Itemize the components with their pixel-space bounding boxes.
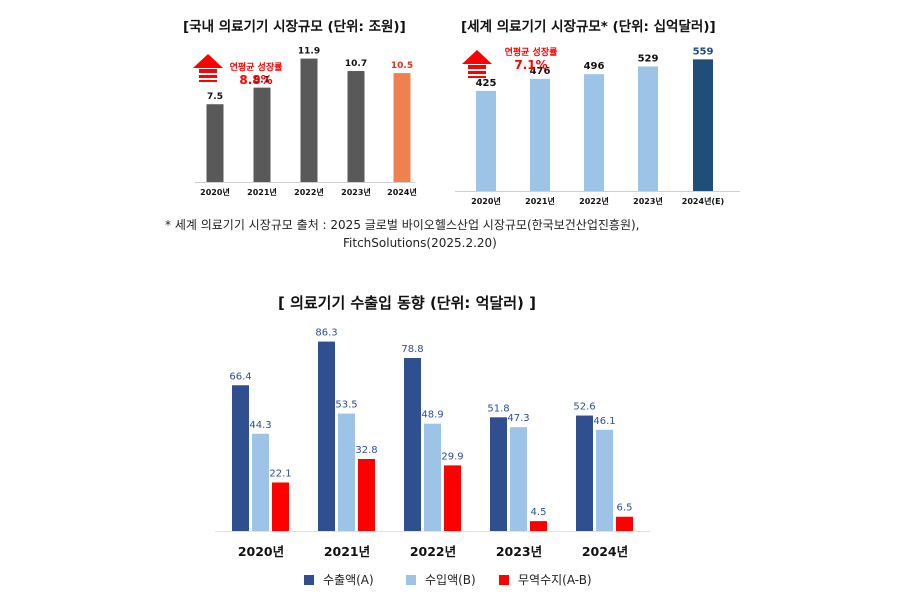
domestic-value-label: 9.1	[254, 76, 270, 86]
trade-bar-export	[404, 358, 421, 531]
trade-bar-import	[338, 413, 355, 531]
domestic-category-label: 2020년	[200, 187, 230, 197]
global-value-label: 559	[693, 46, 714, 57]
global-category-label: 2024년(E)	[682, 196, 724, 206]
domestic-category-label: 2023년	[341, 187, 371, 197]
trade-value-label: 32.8	[355, 445, 377, 456]
domestic-chart-title: [국내 의료기기 시장규모 (단위: 조원)]	[183, 19, 406, 35]
domestic-arrow-up-icon	[193, 54, 223, 68]
trade-value-label: 52.6	[573, 402, 595, 413]
global-value-label: 496	[584, 61, 605, 72]
trade-value-label: 46.1	[593, 416, 615, 427]
domestic-bar	[300, 58, 318, 183]
global-value-label: 476	[530, 66, 551, 77]
legend-item-balance: 무역수지(A-B)	[499, 571, 592, 588]
trade-value-label: 6.5	[617, 503, 633, 514]
trade-bar-import	[252, 433, 269, 531]
source-note-line2: FitchSolutions(2025.2.20)	[343, 236, 497, 250]
trade-category-label: 2021년	[324, 544, 370, 559]
domestic-bar	[347, 71, 365, 182]
domestic-category-label: 2024년	[387, 187, 417, 197]
trade-value-label: 47.3	[507, 413, 529, 424]
legend-label-import: 수입액(B)	[425, 573, 476, 587]
legend-swatch-export	[304, 574, 314, 585]
domestic-category-label: 2021년	[247, 187, 277, 197]
domestic-category-label: 2022년	[294, 187, 324, 197]
global-bar	[638, 66, 658, 191]
domestic-value-label: 7.5	[207, 92, 223, 102]
global-arrow-up-icon	[462, 50, 492, 64]
trade-bar-balance	[444, 465, 461, 531]
domestic-bar	[253, 87, 271, 182]
trade-value-label: 4.5	[531, 507, 547, 518]
trade-bar-export	[232, 385, 249, 531]
trade-bar-balance	[358, 459, 375, 531]
trade-category-label: 2023년	[496, 544, 542, 559]
global-growth-caption: 연평균 성장률	[505, 46, 558, 58]
global-category-label: 2021년	[525, 196, 555, 206]
global-bar	[530, 78, 550, 191]
trade-bar-import	[424, 423, 441, 531]
legend-item-import: 수입액(B)	[406, 571, 476, 588]
trade-chart-title: [ 의료기기 수출입 동향 (단위: 억달러) ]	[278, 294, 536, 312]
trade-bar-export	[318, 341, 335, 531]
trade-bar-export	[490, 417, 507, 531]
trade-value-label: 29.9	[441, 451, 463, 462]
domestic-arrow-stem-3	[199, 80, 217, 82]
legend-label-balance: 무역수지(A-B)	[518, 573, 592, 587]
trade-value-label: 22.1	[269, 468, 291, 479]
trade-bar-import	[510, 427, 527, 531]
trade-category-label: 2022년	[410, 544, 456, 559]
global-chart-title: [세계 의료기기 시장규모* (단위: 십억달러)]	[461, 19, 716, 35]
global-category-label: 2022년	[579, 196, 609, 206]
global-category-label: 2020년	[471, 196, 501, 206]
trade-value-label: 53.5	[335, 400, 357, 411]
trade-category-label: 2020년	[238, 544, 284, 559]
trade-bar-import	[596, 429, 613, 531]
trade-bar-balance	[616, 516, 633, 531]
domestic-value-label: 11.9	[298, 47, 320, 57]
domestic-bar	[393, 73, 411, 182]
trade-value-label: 78.8	[401, 344, 423, 355]
legend-swatch-import	[406, 574, 416, 585]
global-arrow-stem-3	[468, 76, 486, 78]
global-bar	[693, 59, 713, 191]
trade-bar-balance	[272, 482, 289, 531]
trade-legend: 수출액(A) 수입액(B) 무역수지(A-B)	[0, 571, 900, 587]
domestic-bar	[206, 104, 224, 182]
trade-bar-balance	[530, 521, 547, 531]
global-value-label: 529	[638, 53, 659, 64]
trade-category-label: 2024년	[582, 544, 628, 559]
trade-bar-export	[576, 415, 593, 531]
global-growth-rate: 7.1%	[514, 58, 547, 72]
domestic-arrow-stem-2	[199, 75, 217, 78]
domestic-value-label: 10.7	[345, 59, 367, 69]
trade-value-label: 86.3	[315, 328, 337, 339]
global-value-label: 425	[476, 78, 497, 89]
domestic-value-label: 10.5	[391, 61, 413, 71]
legend-item-export: 수출액(A)	[304, 571, 374, 588]
trade-value-label: 51.8	[487, 403, 509, 414]
global-arrow-stem-1	[468, 65, 486, 69]
global-category-label: 2023년	[633, 196, 663, 206]
domestic-growth-rate: 8.8%	[239, 73, 272, 87]
trade-value-label: 48.9	[421, 410, 443, 421]
global-bar	[476, 90, 496, 191]
global-arrow-stem-2	[468, 71, 486, 74]
trade-value-label: 66.4	[229, 371, 251, 382]
trade-value-label: 44.3	[249, 420, 271, 431]
global-bar	[584, 74, 604, 191]
legend-label-export: 수출액(A)	[323, 573, 374, 587]
source-note-line1: * 세계 의료기기 시장규모 출처 : 2025 글로벌 바이오헬스산업 시장규…	[165, 218, 640, 232]
legend-swatch-balance	[499, 574, 509, 585]
domestic-arrow-stem-1	[199, 69, 217, 73]
domestic-growth-caption: 연평균 성장률	[230, 61, 283, 73]
